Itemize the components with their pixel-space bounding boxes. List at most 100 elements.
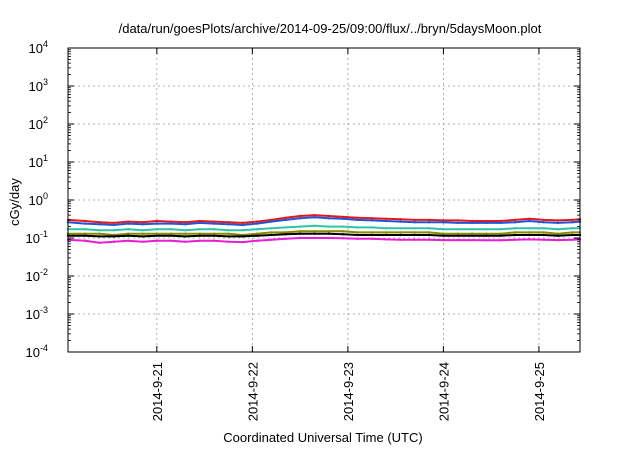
data-point [384, 227, 388, 230]
data-point [528, 219, 531, 223]
data-point [384, 217, 388, 220]
data-point [212, 232, 216, 235]
data-point [241, 235, 244, 238]
data-point [141, 229, 144, 232]
data-point [184, 232, 187, 235]
data-point [227, 229, 230, 232]
data-point [341, 233, 345, 236]
data-point [542, 233, 545, 237]
data-point [542, 221, 545, 224]
chart-title: /data/run/goesPlots/archive/2014-09-25/0… [119, 21, 542, 36]
data-point [427, 227, 431, 230]
data-point [141, 235, 144, 238]
data-point [298, 225, 302, 228]
data-point [98, 241, 101, 244]
data-point [413, 231, 416, 234]
data-point [485, 228, 488, 231]
data-point [98, 221, 101, 224]
series-group [66, 236, 582, 244]
data-point [456, 232, 459, 235]
data-point [170, 228, 173, 231]
data-point [127, 232, 130, 235]
data-point [112, 221, 116, 225]
data-point [170, 222, 173, 225]
data-point [255, 239, 259, 242]
data-point [255, 234, 259, 237]
data-point [170, 220, 173, 223]
data-point [442, 219, 445, 222]
data-point [298, 214, 302, 218]
data-point [284, 218, 287, 222]
data-point [284, 231, 287, 234]
data-point [270, 233, 273, 237]
data-point [170, 239, 173, 242]
data-point [184, 240, 187, 243]
data-point [212, 222, 216, 225]
data-point [255, 222, 259, 225]
data-point [571, 227, 574, 230]
data-point [470, 228, 474, 231]
data-point [313, 236, 316, 240]
data-point [456, 221, 459, 225]
series-group [66, 213, 582, 225]
data-point [155, 234, 158, 237]
data-point [413, 238, 416, 241]
data-point [556, 234, 560, 237]
series-layer [66, 213, 582, 244]
data-point [427, 233, 431, 237]
data-point [513, 238, 517, 241]
data-point [284, 233, 287, 236]
data-point [442, 238, 445, 242]
data-point [227, 232, 230, 235]
data-point [170, 232, 173, 235]
y-tick-label: 104 [29, 39, 48, 56]
data-point [227, 235, 230, 238]
data-point [556, 228, 560, 231]
data-point [442, 228, 445, 231]
data-point [327, 214, 330, 218]
y-tick-label: 10-2 [26, 267, 48, 284]
data-point [313, 213, 316, 217]
data-point [571, 233, 574, 237]
data-point [413, 218, 416, 222]
data-point [456, 219, 459, 222]
y-tick-label: 100 [29, 191, 48, 208]
data-point [485, 239, 488, 242]
data-point [212, 220, 216, 223]
data-point [399, 218, 402, 221]
data-point [370, 226, 373, 229]
data-point [313, 230, 316, 233]
data-point [384, 233, 388, 237]
data-point [84, 222, 87, 225]
data-point [255, 232, 259, 235]
data-point [513, 231, 517, 234]
data-point [84, 219, 87, 223]
data-point [327, 217, 330, 220]
data-point [112, 240, 116, 243]
data-point [513, 233, 517, 237]
data-point [485, 221, 488, 225]
x-tick-label: 2014-9-25 [532, 362, 547, 421]
data-point [155, 239, 158, 242]
data-point [141, 221, 144, 224]
data-point [313, 224, 316, 227]
data-point [399, 233, 402, 237]
y-tick-label: 102 [29, 115, 48, 132]
data-point [198, 234, 201, 237]
data-point [84, 234, 87, 237]
data-point [571, 238, 574, 241]
data-point [399, 220, 402, 223]
data-point [198, 228, 201, 231]
data-point [327, 225, 330, 228]
data-point [513, 227, 517, 230]
data-point [341, 225, 345, 228]
series-line [68, 224, 580, 232]
data-point [284, 216, 287, 219]
data-point [112, 229, 116, 232]
series-line [67, 237, 581, 244]
data-point [298, 230, 302, 233]
data-point [384, 219, 388, 223]
data-point [556, 232, 560, 235]
data-point [413, 221, 416, 224]
